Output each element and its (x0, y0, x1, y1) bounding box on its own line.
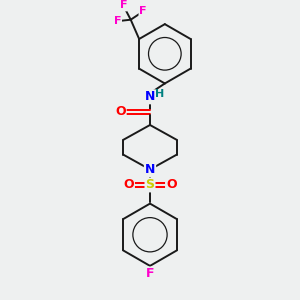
Text: F: F (146, 267, 154, 280)
Text: F: F (120, 1, 127, 10)
Text: N: N (145, 163, 155, 176)
Text: H: H (155, 89, 164, 99)
Text: F: F (114, 16, 121, 26)
Text: N: N (145, 90, 155, 103)
Text: O: O (166, 178, 177, 191)
Text: O: O (123, 178, 134, 191)
Text: O: O (115, 105, 126, 118)
Text: S: S (146, 178, 154, 191)
Text: F: F (140, 6, 147, 16)
